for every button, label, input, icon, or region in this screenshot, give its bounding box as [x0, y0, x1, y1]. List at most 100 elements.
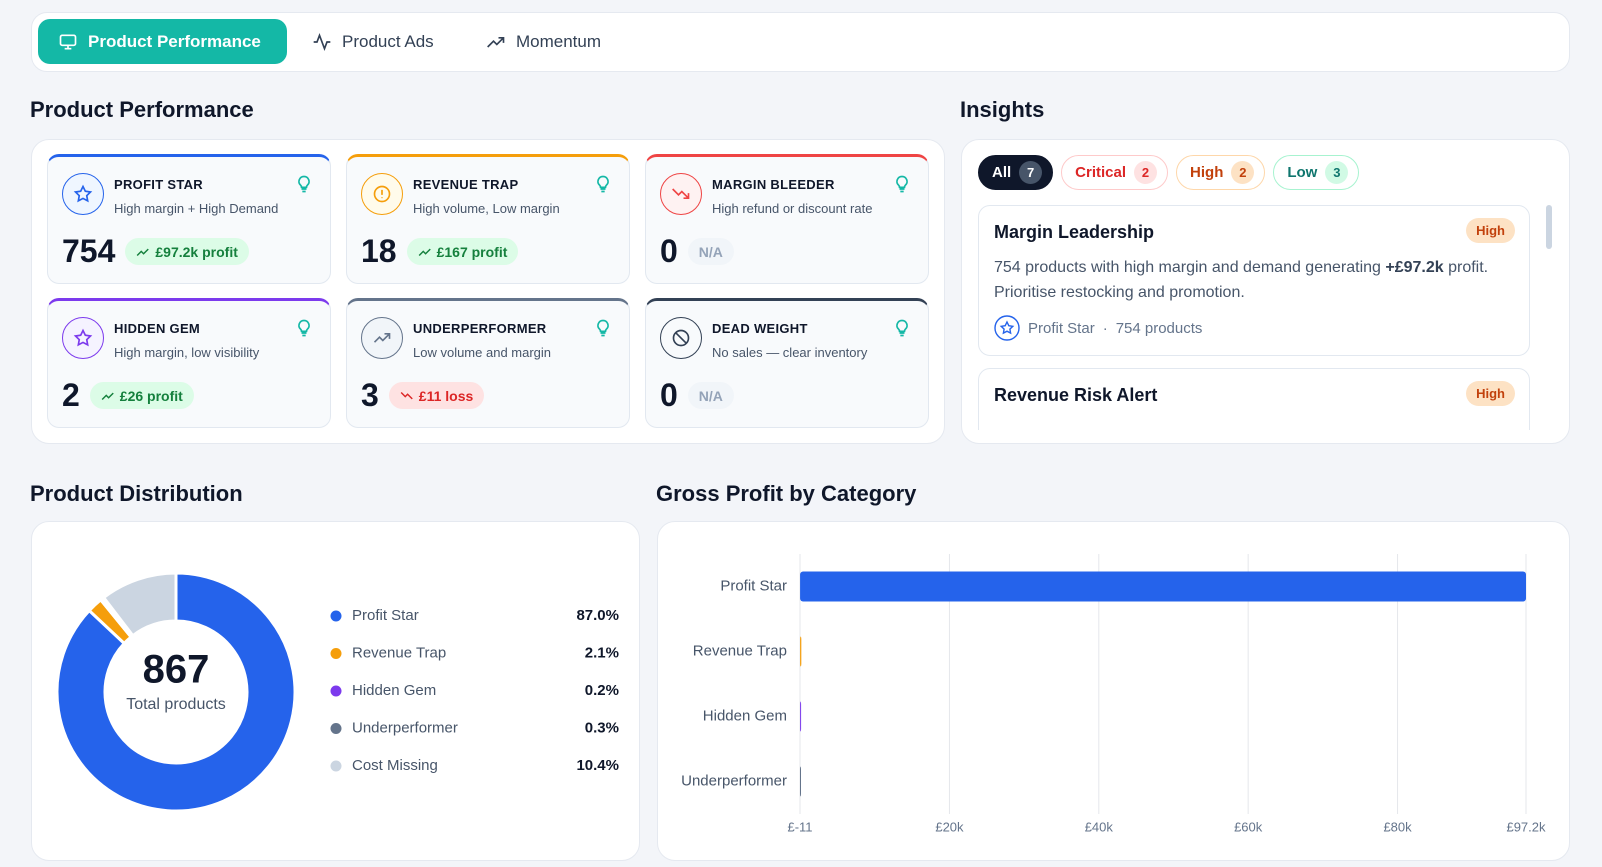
tab[interactable]: Product Ads [292, 19, 454, 64]
filter-count: 3 [1325, 161, 1349, 184]
segment-card[interactable]: DEAD WEIGHT No sales — clear inventory 0… [645, 298, 929, 428]
card-description: No sales — clear inventory [712, 345, 868, 360]
card-count: 18 [361, 233, 397, 269]
section-title: Product Performance [30, 97, 254, 122]
filter-count: 2 [1134, 161, 1158, 184]
legend-dot [330, 648, 342, 659]
donut-slice [101, 571, 178, 638]
category-icon [994, 315, 1020, 341]
badge-text: £26 profit [119, 387, 183, 404]
hint-icon[interactable] [593, 173, 613, 195]
hint-icon[interactable] [892, 173, 912, 195]
bar [800, 571, 1526, 602]
filter-pill[interactable]: All 7 [978, 155, 1054, 190]
tab[interactable]: Product Performance [38, 19, 287, 64]
card-icon [660, 317, 702, 359]
y-tick-label: Hidden Gem [703, 707, 787, 724]
section-title: Insights [960, 97, 1045, 122]
segment-card[interactable]: PROFIT STAR High margin + High Demand 75… [47, 154, 331, 284]
x-tick-label: £97.2k [1506, 819, 1546, 834]
filter-pill[interactable]: Critical 2 [1061, 155, 1169, 190]
hint-icon[interactable] [294, 317, 314, 339]
legend-value: 2.1% [585, 644, 619, 661]
y-tick-label: Profit Star [720, 577, 787, 594]
segment-card[interactable]: REVENUE TRAP High volume, Low margin 18 £… [346, 154, 630, 284]
legend-dot [330, 610, 342, 622]
card-icon [361, 317, 403, 359]
insight-card[interactable]: Revenue Risk Alert High [978, 368, 1530, 430]
card-badge: £26 profit [89, 382, 194, 409]
tab-label: Product Ads [342, 31, 434, 51]
y-tick-label: Revenue Trap [693, 642, 787, 659]
legend-value: 10.4% [576, 757, 619, 774]
card-count: 3 [361, 377, 379, 413]
card-icon [660, 173, 702, 215]
scrollbar[interactable] [1546, 205, 1552, 249]
legend-value: 87.0% [576, 607, 619, 624]
filter-label: All [992, 164, 1012, 181]
segment-card[interactable]: UNDERPERFORMER Low volume and margin 3 £1… [346, 298, 630, 428]
hint-icon[interactable] [892, 317, 912, 339]
card-icon [361, 173, 403, 215]
highlight: +£97.2k [1385, 259, 1444, 276]
badge-text: £11 loss [418, 387, 474, 404]
filter-count: 2 [1231, 161, 1255, 184]
card-description: Low volume and margin [413, 345, 552, 360]
card-badge: N/A [687, 238, 734, 265]
donut-chart: Profit Star 87.0% Revenue Trap 2.1% Hidden G… [55, 571, 619, 813]
tab-icon [313, 32, 331, 51]
segment-card[interactable]: MARGIN BLEEDER High refund or discount r… [645, 154, 929, 284]
filter-row: All 7 Critical 2 High 2 Low 3 [978, 155, 1360, 190]
badge-text: £167 profit [436, 243, 508, 260]
filter-pill[interactable]: Low 3 [1273, 155, 1360, 190]
card-badge: N/A [687, 382, 734, 409]
card-description: High margin, low visibility [114, 345, 260, 360]
insight-card[interactable]: Margin Leadership High 754 products with… [978, 205, 1530, 356]
tab-icon [487, 36, 505, 48]
card-title: PROFIT STAR [114, 177, 203, 192]
text: 754 products with high margin and demand… [994, 259, 1386, 276]
card-title: REVENUE TRAP [413, 177, 519, 192]
insight-footer: Profit Star · 754 products [994, 315, 1514, 341]
legend-label: Cost Missing [352, 757, 438, 774]
x-tick-label: £80k [1383, 819, 1412, 834]
card-badge: £11 loss [388, 382, 485, 409]
card-badge: £97.2k profit [125, 238, 249, 265]
filter-label: Low [1287, 164, 1318, 181]
filter-label: High [1190, 164, 1224, 181]
card-count: 0 [660, 233, 678, 269]
priority-badge: High [1466, 218, 1515, 243]
hint-icon[interactable] [593, 317, 613, 339]
tab[interactable]: Momentum [466, 19, 621, 64]
tab-icon [59, 34, 77, 49]
card-badge: £167 profit [406, 238, 519, 265]
donut-slice [55, 571, 297, 813]
x-tick-label: £-11 [787, 819, 812, 834]
filter-label: Critical [1075, 164, 1127, 181]
card-description: High margin + High Demand [114, 201, 279, 216]
segment-card[interactable]: HIDDEN GEM High margin, low visibility 2… [47, 298, 331, 428]
legend-dot [330, 760, 342, 772]
insight-list: Margin Leadership High 754 products with… [978, 205, 1538, 430]
tab-label: Product Performance [88, 31, 261, 51]
tab-bar [31, 12, 1570, 72]
x-tick-label: £20k [935, 819, 964, 834]
legend-value: 0.3% [585, 719, 619, 736]
legend-label: Profit Star [352, 607, 419, 624]
card-description: High volume, Low margin [413, 201, 560, 216]
bar-chart: £-11 £20k £40k £60k £80k £97.2k Profit Star Rev… [681, 554, 1546, 834]
insight-title: Margin Leadership [994, 222, 1155, 242]
legend-label: Hidden Gem [352, 682, 436, 699]
card-count: 2 [62, 377, 80, 413]
legend-dot [330, 723, 342, 734]
filter-count: 7 [1019, 161, 1043, 184]
legend-value: 0.2% [585, 682, 619, 699]
hint-icon[interactable] [294, 173, 314, 195]
filter-pill[interactable]: High 2 [1176, 155, 1266, 190]
section-title: Gross Profit by Category [656, 481, 917, 506]
card-title: MARGIN BLEEDER [712, 177, 835, 192]
card-icon [62, 173, 104, 215]
tab-label: Momentum [516, 31, 602, 51]
insight-title: Revenue Risk Alert [994, 385, 1158, 405]
